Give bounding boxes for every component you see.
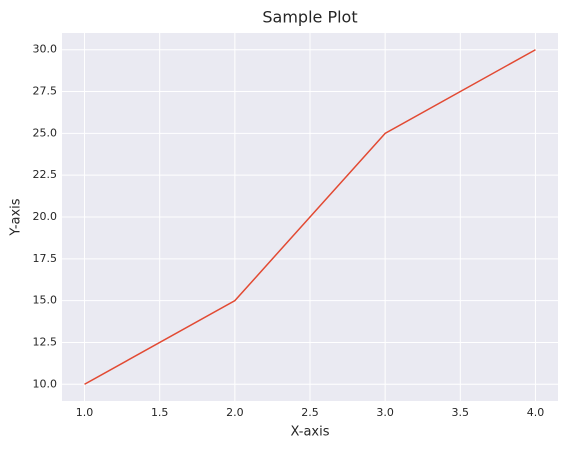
x-tick-label: 3.5 [452, 406, 470, 419]
x-tick-label: 4.0 [527, 406, 545, 419]
x-tick-label: 3.0 [376, 406, 394, 419]
y-tick-label: 30.0 [33, 43, 58, 56]
x-axis-label: X-axis [291, 425, 330, 440]
y-tick-label: 22.5 [33, 168, 58, 181]
x-tick-label: 2.5 [301, 406, 319, 419]
y-tick-label: 15.0 [33, 294, 58, 307]
x-tick-label: 1.5 [151, 406, 169, 419]
data-line [84, 49, 536, 385]
y-tick-label: 25.0 [33, 126, 58, 139]
x-tick-label: 1.0 [76, 406, 94, 419]
y-tick-label: 17.5 [33, 252, 58, 265]
y-tick-label: 10.0 [33, 377, 58, 390]
x-tick-label: 2.0 [226, 406, 244, 419]
chart-title: Sample Plot [262, 8, 357, 27]
y-tick-label: 27.5 [33, 85, 58, 98]
y-tick-label: 20.0 [33, 210, 58, 223]
y-tick-label: 12.5 [33, 335, 58, 348]
y-axis-label: Y-axis [9, 198, 24, 236]
